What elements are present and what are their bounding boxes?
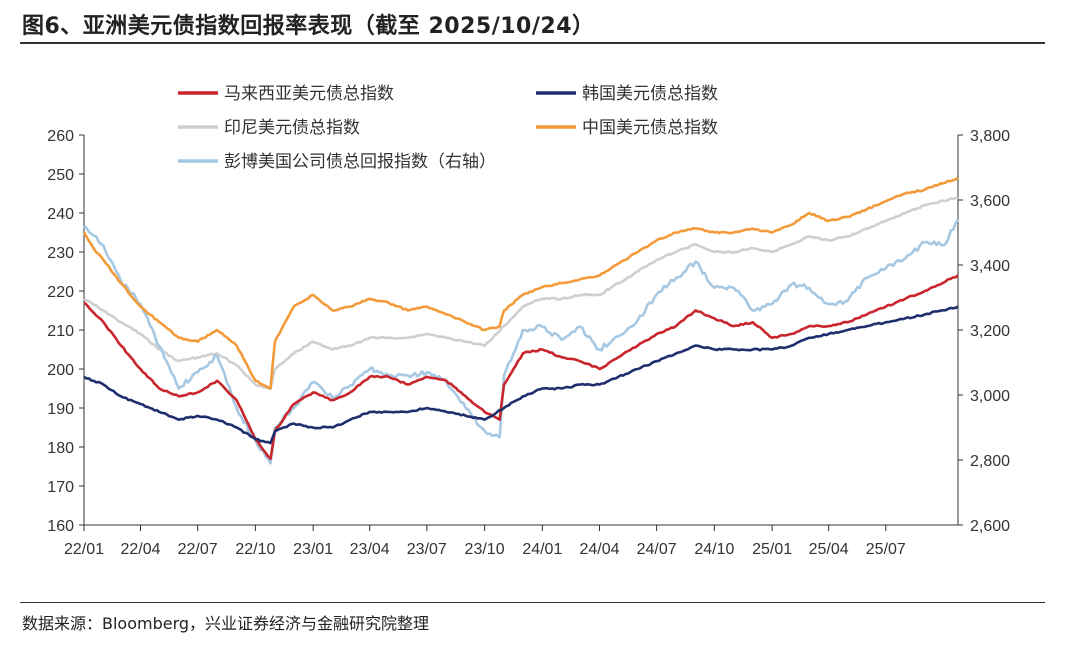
y-left-tick-label: 250 [47,167,74,184]
y-left-tick-label: 260 [47,128,74,145]
y-left-tick-label: 170 [47,479,74,496]
x-tick-label: 25/04 [809,541,849,558]
x-tick-label: 24/01 [522,541,562,558]
x-tick-label: 23/04 [350,541,390,558]
y-left-tick-label: 240 [47,206,74,223]
x-tick-label: 24/07 [637,541,677,558]
chart-axes: 160 170 180 190 200 210 220 230 240 250 260 2,600 2,… [47,128,1010,558]
source-note: 数据来源：Bloomberg，兴业证券经济与金融研究院整理 [22,614,430,633]
x-tick-label: 24/10 [694,541,734,558]
x-tick-label: 23/01 [293,541,333,558]
y-right-tick-label: 3,000 [970,388,1010,405]
x-tick-label: 22/04 [120,541,160,558]
y-right-tick-label: 2,600 [970,518,1010,535]
x-tick-label: 25/07 [866,541,906,558]
y-left-tick-label: 190 [47,401,74,418]
line-chart: 160 170 180 190 200 210 220 230 240 250 260 2,600 2,… [47,84,1010,558]
y-left-tick-label: 180 [47,440,74,457]
y-left-tick-label: 210 [47,323,74,340]
y-right-tick-label: 3,600 [970,193,1010,210]
series-line-korea [83,305,959,445]
series-line-indonesia [83,196,959,390]
x-tick-label: 22/07 [178,541,218,558]
x-tick-label: 24/04 [579,541,619,558]
y-right-tick-label: 3,200 [970,323,1010,340]
y-left-tick-label: 160 [47,518,74,535]
y-left-tick-label: 230 [47,245,74,262]
legend-label-indonesia: 印尼美元债总指数 [224,118,360,138]
x-tick-label: 22/10 [235,541,275,558]
page-title: 图6、亚洲美元债指数回报率表现（截至 2025/10/24） [22,14,595,39]
y-right-tick-label: 2,800 [970,453,1010,470]
legend-label-korea: 韩国美元债总指数 [582,84,718,104]
bottom-rule [20,602,1045,603]
series-line-china [82,176,959,390]
y-left-tick-label: 200 [47,362,74,379]
legend-label-malaysia: 马来西亚美元债总指数 [224,84,394,104]
y-right-tick-label: 3,400 [970,258,1010,275]
y-left-tick-label: 220 [47,284,74,301]
chart-series-lines [82,176,960,465]
series-line-bloomberg [83,218,960,465]
top-rule [20,42,1045,44]
x-tick-label: 22/01 [64,541,104,558]
series-line-malaysia [83,274,959,460]
y-right-tick-label: 3,800 [970,128,1010,145]
x-tick-label: 25/01 [752,541,792,558]
x-tick-label: 23/10 [465,541,505,558]
legend-label-china: 中国美元债总指数 [582,118,718,138]
legend-label-bloomberg: 彭博美国公司债总回报指数（右轴） [224,152,496,172]
x-tick-label: 23/07 [407,541,447,558]
